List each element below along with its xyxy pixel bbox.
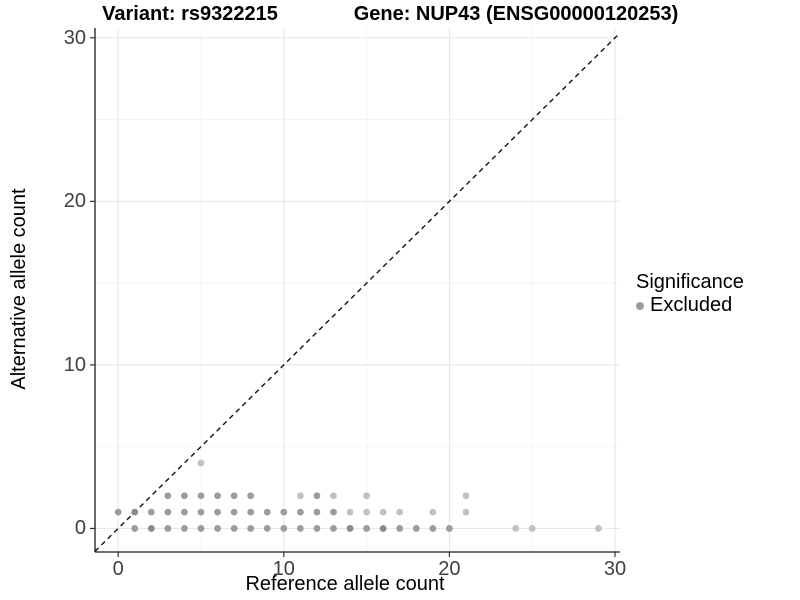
data-point bbox=[313, 508, 321, 516]
excluded-point-icon bbox=[636, 301, 644, 310]
data-point bbox=[164, 508, 172, 516]
data-point bbox=[296, 525, 304, 532]
data-point bbox=[429, 525, 437, 532]
y-tick-label: 10 bbox=[63, 353, 86, 376]
y-tick-label: 0 bbox=[74, 517, 86, 540]
data-point bbox=[330, 508, 337, 516]
data-point bbox=[230, 525, 238, 532]
data-point bbox=[280, 525, 288, 532]
data-point bbox=[379, 525, 387, 532]
legend-item-excluded: Excluded bbox=[636, 294, 744, 317]
data-point bbox=[131, 508, 139, 516]
data-point bbox=[181, 525, 188, 532]
data-point bbox=[230, 508, 238, 516]
data-point bbox=[330, 525, 337, 532]
data-point bbox=[214, 492, 221, 500]
plot-title-gene: Gene: NUP43 (ENSG00000120253) bbox=[353, 3, 679, 25]
data-point bbox=[280, 508, 288, 516]
x-tick-label: 0 bbox=[112, 558, 124, 580]
x-tick-label: 20 bbox=[438, 558, 461, 580]
data-point bbox=[446, 525, 453, 532]
data-point bbox=[296, 492, 304, 500]
x-tick-label: 30 bbox=[603, 558, 627, 580]
data-point bbox=[462, 508, 470, 516]
data-point bbox=[462, 492, 470, 500]
data-point bbox=[263, 525, 271, 532]
data-point bbox=[147, 508, 155, 516]
data-point bbox=[263, 508, 271, 516]
data-point bbox=[214, 525, 221, 532]
data-point bbox=[230, 492, 238, 500]
data-point bbox=[197, 492, 205, 500]
data-point bbox=[363, 492, 371, 500]
data-point bbox=[247, 492, 255, 500]
data-point bbox=[363, 508, 371, 516]
x-tick-label: 10 bbox=[272, 558, 295, 580]
data-point bbox=[313, 525, 321, 532]
data-point bbox=[363, 525, 371, 532]
data-point bbox=[512, 525, 520, 532]
data-point bbox=[313, 492, 321, 500]
data-point bbox=[429, 508, 437, 516]
data-point bbox=[114, 508, 122, 516]
data-point bbox=[247, 508, 255, 516]
data-point bbox=[346, 525, 354, 532]
data-point bbox=[181, 492, 188, 500]
data-point bbox=[528, 525, 536, 532]
identity-line bbox=[94, 32, 621, 552]
data-point bbox=[197, 525, 205, 532]
y-axis-label: Alternative allele count bbox=[8, 188, 30, 390]
legend: Significance Excluded bbox=[636, 271, 744, 317]
data-point bbox=[164, 525, 172, 532]
data-point bbox=[396, 525, 404, 532]
legend-title: Significance bbox=[636, 271, 744, 293]
data-point bbox=[181, 508, 188, 516]
x-axis-label: Reference allele count bbox=[245, 573, 445, 595]
data-point bbox=[396, 508, 404, 516]
y-tick-label: 30 bbox=[63, 26, 86, 49]
data-point bbox=[330, 492, 337, 500]
data-point bbox=[197, 459, 205, 467]
data-point bbox=[131, 525, 139, 532]
data-point bbox=[379, 508, 387, 516]
plot-title-variant: Variant: rs9322215 bbox=[102, 3, 278, 25]
data-point bbox=[346, 508, 354, 516]
y-tick-label: 20 bbox=[63, 190, 86, 213]
data-point bbox=[296, 508, 304, 516]
legend-item-label: Excluded bbox=[650, 294, 733, 316]
data-point bbox=[247, 525, 255, 532]
data-point bbox=[164, 492, 172, 500]
data-point bbox=[214, 508, 221, 516]
data-point bbox=[197, 508, 205, 516]
data-point bbox=[147, 525, 155, 532]
data-point bbox=[412, 525, 420, 532]
data-point bbox=[595, 525, 602, 532]
